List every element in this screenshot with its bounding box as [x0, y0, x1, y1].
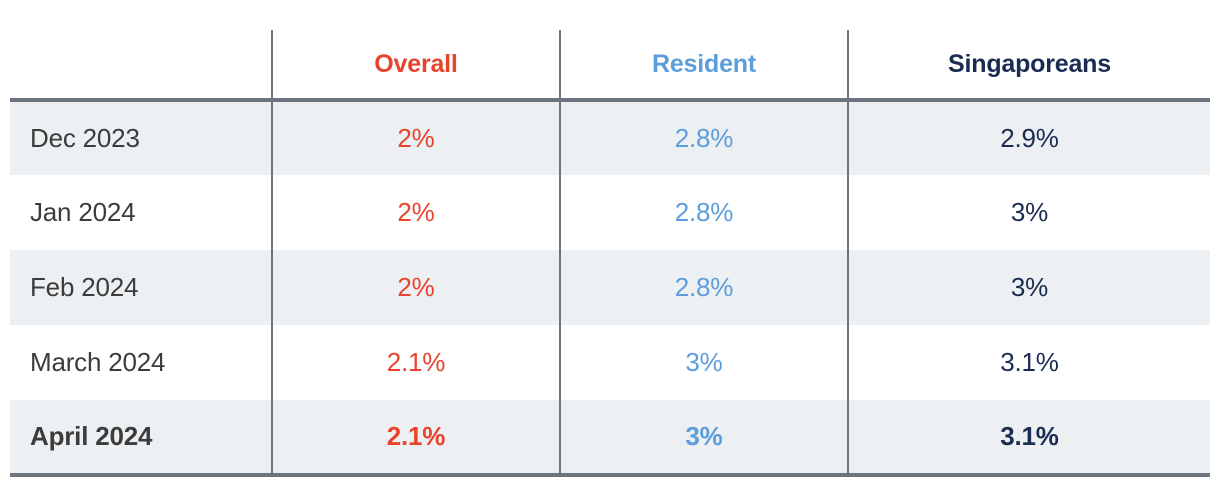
page: Overall Resident Singaporeans Dec 2023 2… [10, 30, 1210, 477]
row-label: Jan 2024 [30, 197, 136, 227]
table-row: Dec 2023 2% 2.8% 2.9% [10, 100, 1210, 175]
singaporeans-value: 3% [847, 250, 1210, 325]
row-label: April 2024 [10, 400, 272, 477]
row-label: March 2024 [30, 347, 166, 377]
header-row: Overall Resident Singaporeans [10, 30, 1210, 102]
overall-value: 2% [271, 100, 560, 175]
overall-value: 2.1% [271, 325, 560, 400]
overall-value: 2% [271, 175, 560, 250]
unemployment-rates-table: Overall Resident Singaporeans Dec 2023 2… [10, 30, 1210, 477]
resident-value: 3% [559, 325, 848, 400]
resident-value: 2.8% [559, 175, 848, 250]
row-label: Feb 2024 [10, 250, 272, 325]
resident-value: 3% [559, 400, 848, 477]
singaporeans-value: 3.1% [847, 400, 1210, 477]
overall-value: 2.1% [271, 400, 560, 477]
singaporeans-value: 3.1% [847, 325, 1210, 400]
table-row: Jan 2024 2% 2.8% 3% [10, 175, 1210, 250]
table-row: March 2024 2.1% 3% 3.1% [10, 325, 1210, 400]
table-row-highlighted: April 2024 2.1% 3% 3.1% [10, 400, 1210, 477]
column-header-overall: Overall [271, 30, 560, 102]
row-label: Dec 2023 [10, 100, 272, 175]
resident-value: 2.8% [559, 250, 848, 325]
resident-value: 2.8% [559, 100, 848, 175]
singaporeans-value: 2.9% [847, 100, 1210, 175]
corner-cell [10, 30, 272, 102]
table-row: Feb 2024 2% 2.8% 3% [10, 250, 1210, 325]
column-header-singaporeans: Singaporeans [847, 30, 1210, 102]
singaporeans-value: 3% [847, 175, 1210, 250]
overall-value: 2% [271, 250, 560, 325]
column-header-resident: Resident [559, 30, 848, 102]
